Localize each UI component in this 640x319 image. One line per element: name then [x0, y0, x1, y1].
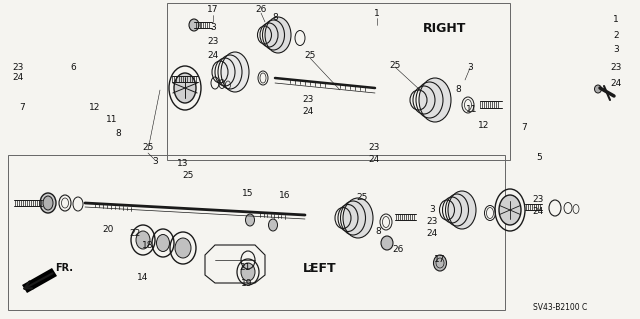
Ellipse shape: [136, 231, 150, 249]
Text: 21: 21: [239, 263, 251, 271]
Text: 24: 24: [426, 229, 438, 239]
Text: 3: 3: [429, 205, 435, 214]
Text: 22: 22: [129, 229, 141, 239]
Ellipse shape: [246, 214, 255, 226]
Text: 24: 24: [369, 154, 380, 164]
Text: LEFT: LEFT: [303, 262, 337, 275]
Text: 26: 26: [392, 244, 404, 254]
Text: 8: 8: [115, 129, 121, 137]
Text: 23: 23: [368, 143, 380, 152]
Text: 23: 23: [302, 95, 314, 105]
Text: 14: 14: [138, 273, 148, 283]
Text: 11: 11: [467, 106, 477, 115]
Text: 8: 8: [375, 227, 381, 236]
Text: 16: 16: [279, 191, 291, 201]
Text: 26: 26: [255, 4, 267, 13]
Text: 20: 20: [102, 226, 114, 234]
Text: 23: 23: [611, 63, 621, 72]
Text: 25: 25: [142, 144, 154, 152]
Ellipse shape: [241, 263, 255, 281]
FancyArrowPatch shape: [24, 273, 52, 289]
Text: 23: 23: [532, 196, 544, 204]
Text: 24: 24: [12, 73, 24, 83]
Ellipse shape: [174, 73, 196, 103]
Text: 3: 3: [210, 23, 216, 32]
Text: 8: 8: [272, 13, 278, 23]
Ellipse shape: [157, 234, 170, 251]
Text: 2: 2: [307, 265, 313, 275]
Text: 2: 2: [613, 31, 619, 40]
Polygon shape: [22, 268, 57, 293]
Ellipse shape: [265, 17, 291, 53]
Text: 25: 25: [182, 170, 194, 180]
Ellipse shape: [221, 52, 249, 92]
Text: 13: 13: [177, 159, 189, 167]
Ellipse shape: [189, 19, 199, 31]
Text: 23: 23: [207, 36, 219, 46]
Ellipse shape: [381, 236, 393, 250]
Text: 19: 19: [241, 278, 253, 287]
Text: 5: 5: [536, 153, 542, 162]
Text: 7: 7: [521, 123, 527, 132]
Text: 15: 15: [243, 189, 253, 197]
Text: 24: 24: [302, 108, 314, 116]
Text: 17: 17: [207, 5, 219, 14]
Text: 25: 25: [356, 194, 368, 203]
Text: 3: 3: [467, 63, 473, 71]
Text: RIGHT: RIGHT: [423, 21, 467, 34]
Ellipse shape: [43, 196, 53, 210]
Ellipse shape: [419, 78, 451, 122]
Ellipse shape: [448, 191, 476, 229]
Text: 23: 23: [12, 63, 24, 71]
Text: SV43-B2100 C: SV43-B2100 C: [533, 303, 587, 313]
Text: FR.: FR.: [55, 263, 73, 273]
Text: 11: 11: [106, 115, 118, 124]
Text: 1: 1: [374, 10, 380, 19]
Text: 6: 6: [70, 63, 76, 72]
Text: 12: 12: [90, 102, 100, 112]
Text: 25: 25: [304, 50, 316, 60]
Ellipse shape: [175, 238, 191, 258]
Text: 3: 3: [152, 157, 158, 166]
Text: 25: 25: [389, 61, 401, 70]
Text: 12: 12: [478, 122, 490, 130]
Text: 8: 8: [455, 85, 461, 94]
Text: 24: 24: [611, 78, 621, 87]
Ellipse shape: [499, 195, 521, 225]
Ellipse shape: [433, 255, 447, 271]
Ellipse shape: [343, 198, 373, 238]
Text: 18: 18: [142, 241, 154, 250]
Text: 17: 17: [435, 256, 445, 264]
Text: 24: 24: [532, 207, 543, 217]
Text: 7: 7: [19, 103, 25, 113]
Text: 1: 1: [613, 16, 619, 25]
Text: 23: 23: [426, 218, 438, 226]
Ellipse shape: [269, 219, 278, 231]
Ellipse shape: [40, 193, 56, 213]
Text: 3: 3: [613, 46, 619, 55]
Text: 24: 24: [207, 50, 219, 60]
Ellipse shape: [595, 85, 602, 93]
